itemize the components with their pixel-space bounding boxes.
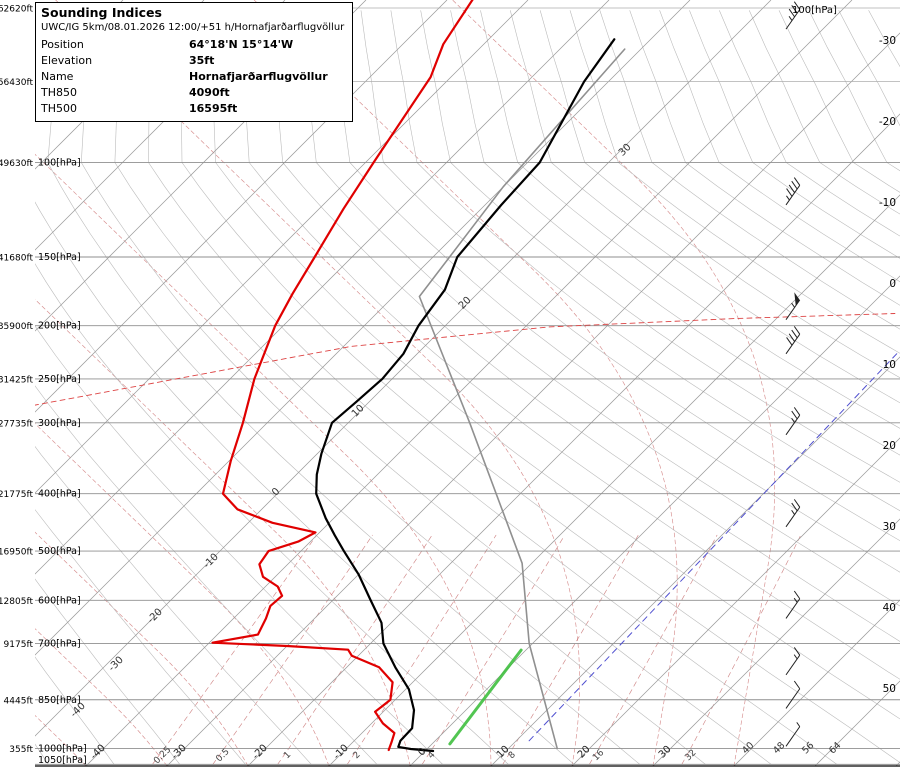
wind-barb: [785, 292, 801, 320]
right-temp-label: 20: [883, 440, 896, 452]
bottom-temp-label: 0: [416, 746, 428, 758]
moist-adiabat-label: -10: [202, 552, 221, 571]
altitude-axis-label: 4445ft: [4, 696, 34, 706]
altitude-axis-label: 9175ft: [4, 640, 34, 650]
altitude-axis-label: 49630ft: [0, 159, 33, 169]
right-temp-label: 40: [883, 602, 896, 614]
mixing-ratio-label: 8: [507, 750, 518, 761]
info-row: TH500 16595ft: [41, 101, 347, 117]
altitude-axis-label: 27735ft: [0, 419, 33, 429]
mixing-ratio-label: 2: [352, 750, 363, 761]
mixing-ratio-label: 16: [591, 748, 606, 763]
right-temp-label: 0: [889, 278, 896, 290]
pressure-axis-label: 100[hPa]: [38, 157, 81, 168]
bottom-temp-label: -20: [251, 743, 270, 762]
temperature-curve: [315, 38, 616, 753]
altitude-axis-label: 355ft: [9, 745, 33, 755]
mixing-ratio-lines: [152, 534, 802, 765]
bottom-adiabat-label: 56: [800, 740, 816, 756]
info-row: Position 64°18'N 15°14'W: [41, 37, 347, 53]
moist-adiabat-label: -30: [107, 655, 126, 674]
pressure-axis-label: 500[hPa]: [38, 546, 81, 557]
bottom-adiabat-label: 48: [771, 740, 787, 756]
lcl-mixing-segment: [448, 648, 523, 746]
wind-barb: [785, 407, 801, 436]
moist-adiabat-label: 30: [617, 142, 634, 159]
right-temp-label: 30: [883, 521, 896, 533]
right-temp-label: 10: [883, 359, 896, 371]
pressure-axis-label: 200[hPa]: [38, 321, 81, 332]
wind-barb: [785, 499, 801, 528]
parcel-curve: [418, 48, 626, 750]
mixing-ratio-label: 32: [683, 748, 698, 763]
pressure-axis-label: 300[hPa]: [38, 418, 81, 429]
bottom-temp-label: 30: [657, 744, 674, 761]
mixing-ratio-label: 0.5: [214, 747, 231, 764]
info-row-value: 16595ft: [189, 102, 238, 115]
info-row: Elevation 35ft: [41, 53, 347, 69]
right-temp-label: -10: [879, 197, 896, 209]
bottom-temp-label: 20: [576, 744, 593, 761]
sounding-indices-panel: Sounding Indices UWC/IG 5km/08.01.2026 1…: [35, 2, 353, 122]
panel-subtitle: UWC/IG 5km/08.01.2026 12:00/+51 h/Hornaf…: [41, 22, 345, 33]
altitude-axis-label: 62620ft: [0, 5, 33, 15]
pressure-axis-label: 850[hPa]: [38, 695, 81, 706]
wind-barb: [785, 722, 801, 747]
info-row-label: Position: [41, 38, 84, 51]
dry-adiabats: [35, 10, 900, 765]
wind-barb: [785, 177, 801, 206]
bottom-adiabat-label: 64: [827, 740, 843, 756]
right-temp-label: -20: [879, 116, 896, 128]
bottom-temp-label: -40: [89, 743, 108, 762]
pressure-axis-label: 1050[hPa]: [38, 755, 87, 766]
info-row-value: Hornafjarðarflugvöllur: [189, 70, 328, 83]
altitude-axis-label: 31425ft: [0, 375, 33, 385]
info-row-value: 4090ft: [189, 86, 230, 99]
altitude-axis-label: 16950ft: [0, 548, 33, 558]
panel-rows: Position 64°18'N 15°14'W Elevation 35ft Name…: [41, 37, 347, 117]
pressure-axis-label: 150[hPa]: [38, 252, 81, 263]
wind-barb: [785, 590, 801, 619]
red-dashed-aux-line: [35, 313, 896, 406]
info-row-value: 35ft: [189, 54, 215, 67]
info-row-label: Elevation: [41, 54, 93, 67]
right-temp-label: -30: [879, 35, 896, 47]
mixing-ratio-label: 1: [282, 750, 293, 761]
altitude-axis-label: 56430ft: [0, 78, 33, 88]
pressure-axis-label: 700[hPa]: [38, 639, 81, 650]
pressure-axis-label: 400[hPa]: [38, 489, 81, 500]
info-row-label: TH850: [41, 86, 77, 99]
wind-barb: [785, 647, 801, 676]
right-temp-label: 50: [883, 683, 896, 695]
bottom-temp-label: -10: [332, 743, 351, 762]
altitude-axis-label: 41680ft: [0, 253, 33, 263]
pressure-axis-label: 1000[hPa]: [38, 743, 87, 754]
altitude-axis-label: 12805ft: [0, 597, 33, 607]
info-row-label: Name: [41, 70, 74, 83]
wind-barb: [785, 1, 801, 30]
info-row-label: TH500: [41, 102, 77, 115]
altitude-axis-label: 35900ft: [0, 322, 33, 332]
top-right-pressure-label: 100[hPa]: [792, 5, 837, 16]
info-row: TH850 4090ft: [41, 85, 347, 101]
wind-barb: [785, 680, 801, 709]
wind-barbs: [785, 1, 801, 747]
pressure-axis-label: 600[hPa]: [38, 595, 81, 606]
moist-adiabats: [35, 0, 776, 766]
dewpoint-curve: [211, 0, 474, 752]
moist-adiabat-label: 0: [270, 486, 282, 498]
altitude-axis-label: 21775ft: [0, 490, 33, 500]
wind-barb: [785, 326, 801, 355]
info-row: Name Hornafjarðarflugvöllur: [41, 69, 347, 85]
mixing-ratio-label: 4: [426, 750, 437, 761]
moist-adiabat-label: 20: [457, 295, 474, 312]
blue-dashed-aux-line: [528, 353, 898, 742]
panel-title: Sounding Indices: [41, 5, 162, 20]
info-row-value: 64°18'N 15°14'W: [189, 38, 294, 51]
pressure-axis-label: 250[hPa]: [38, 374, 81, 385]
